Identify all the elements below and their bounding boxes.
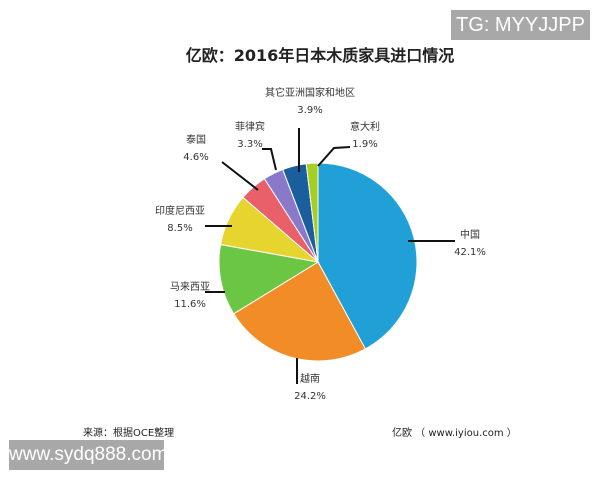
slice-value-label: 11.6% bbox=[174, 299, 206, 310]
slice-label: 中国 bbox=[460, 228, 480, 241]
slice-value-label: 8.5% bbox=[167, 223, 192, 234]
slice-value-label: 24.2% bbox=[294, 391, 326, 402]
slice-label: 印度尼西亚 bbox=[155, 204, 205, 217]
source-note: 来源：根据OCE整理 bbox=[83, 428, 175, 439]
slice-value-label: 3.3% bbox=[237, 139, 262, 150]
pie-slice bbox=[305, 162, 319, 263]
slice-value-label: 3.9% bbox=[297, 105, 322, 116]
watermark-bottom: www.sydq888.com bbox=[9, 440, 167, 470]
leader-line bbox=[221, 161, 259, 191]
slice-label: 菲律宾 bbox=[235, 120, 265, 133]
slice-value-label: 4.6% bbox=[183, 152, 208, 163]
credit-note: 亿欧 （ www.iyiou.com ） bbox=[392, 428, 517, 439]
pie-slice bbox=[317, 162, 418, 350]
slice-label: 其它亚洲国家和地区 bbox=[265, 86, 355, 99]
chart-title: 亿欧：2016年日本木质家具进口情况 bbox=[185, 46, 455, 65]
slice-label: 马来西亚 bbox=[170, 281, 210, 293]
slice-label: 越南 bbox=[300, 372, 320, 385]
slice-value-label: 1.9% bbox=[352, 139, 377, 150]
leader-line bbox=[317, 146, 351, 167]
slice-label: 意大利 bbox=[350, 120, 380, 133]
pie-slice bbox=[232, 261, 367, 362]
leader-line bbox=[262, 148, 277, 171]
slice-label: 泰国 bbox=[186, 133, 206, 146]
slice-value-label: 42.1% bbox=[454, 247, 486, 258]
pie-slice bbox=[218, 243, 320, 315]
watermark-top: TG: MYYJJPP bbox=[451, 10, 590, 40]
